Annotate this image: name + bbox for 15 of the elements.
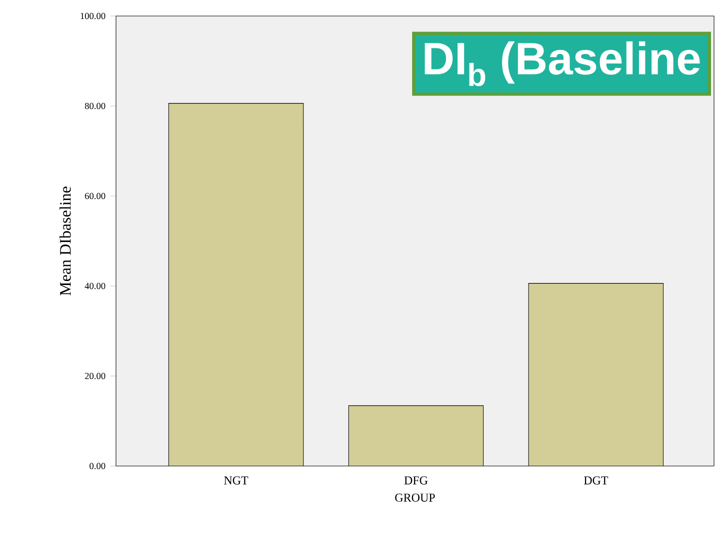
text: DI$_{b}$ (Baseline [424,41,700,86]
x-axis-title: GROUP [395,494,435,502]
bar [528,283,664,466]
y-tick-label: 100.00 [80,12,106,20]
y-tick-label: 80.00 [84,102,106,110]
y-tick-label: 0.00 [90,462,106,470]
x-tick-label: DGT [584,476,608,484]
bar [168,103,304,466]
y-tick-label: 20.00 [85,372,106,380]
y-tick-label: 60.00 [84,192,106,200]
x-tick-label: NGT [224,476,248,484]
bar [348,405,484,466]
y-tick-label: 40.00 [84,282,106,290]
x-tick-label: DFG [404,476,428,484]
y-axis-title: Mean DIbaseline [60,186,71,296]
